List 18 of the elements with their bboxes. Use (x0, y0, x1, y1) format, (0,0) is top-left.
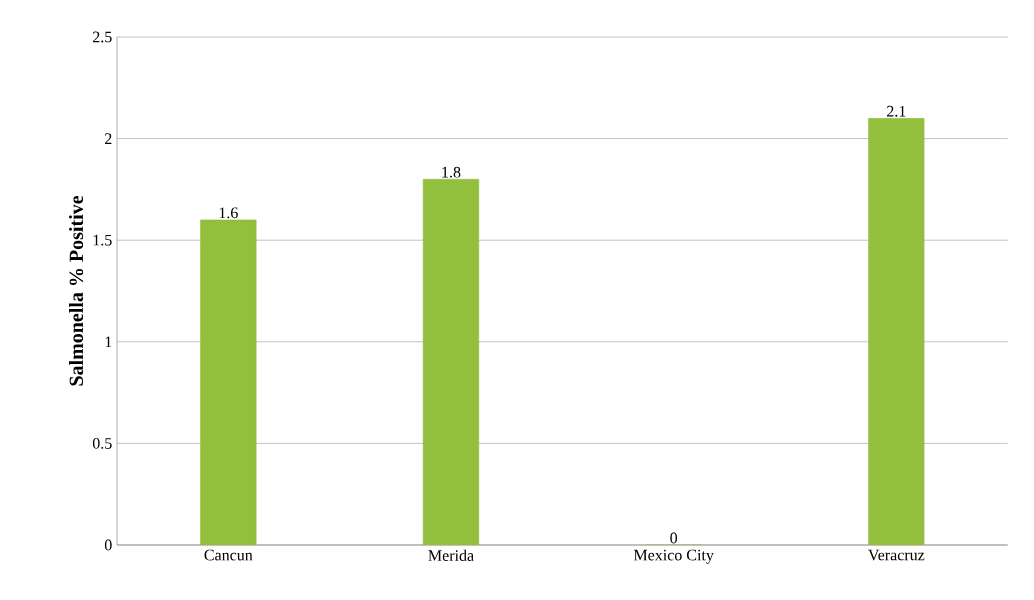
x-tick-label: Merida (428, 549, 474, 561)
y-tick-label: 1.5 (93, 234, 112, 246)
x-tick-label: Mexico City (633, 549, 714, 564)
y-tick-label: 2 (105, 133, 112, 144)
x-tick-label: Cancun (204, 549, 253, 561)
data-label: 2.1 (887, 105, 906, 117)
y-tick-label: 0 (104, 539, 112, 551)
y-tick-label: 1 (105, 336, 112, 348)
data-label: 1.8 (442, 166, 461, 178)
bar (200, 219, 257, 545)
bar (422, 178, 480, 545)
y-tick-label: 2.5 (93, 31, 112, 43)
data-label: 0 (670, 532, 678, 544)
x-tick-label: Veracruz (868, 549, 925, 561)
y-axis-title: Salmonella % Positive (69, 195, 84, 386)
y-tick-label: 0.5 (92, 437, 112, 449)
data-label: 1.6 (219, 207, 238, 219)
bar (868, 118, 925, 545)
